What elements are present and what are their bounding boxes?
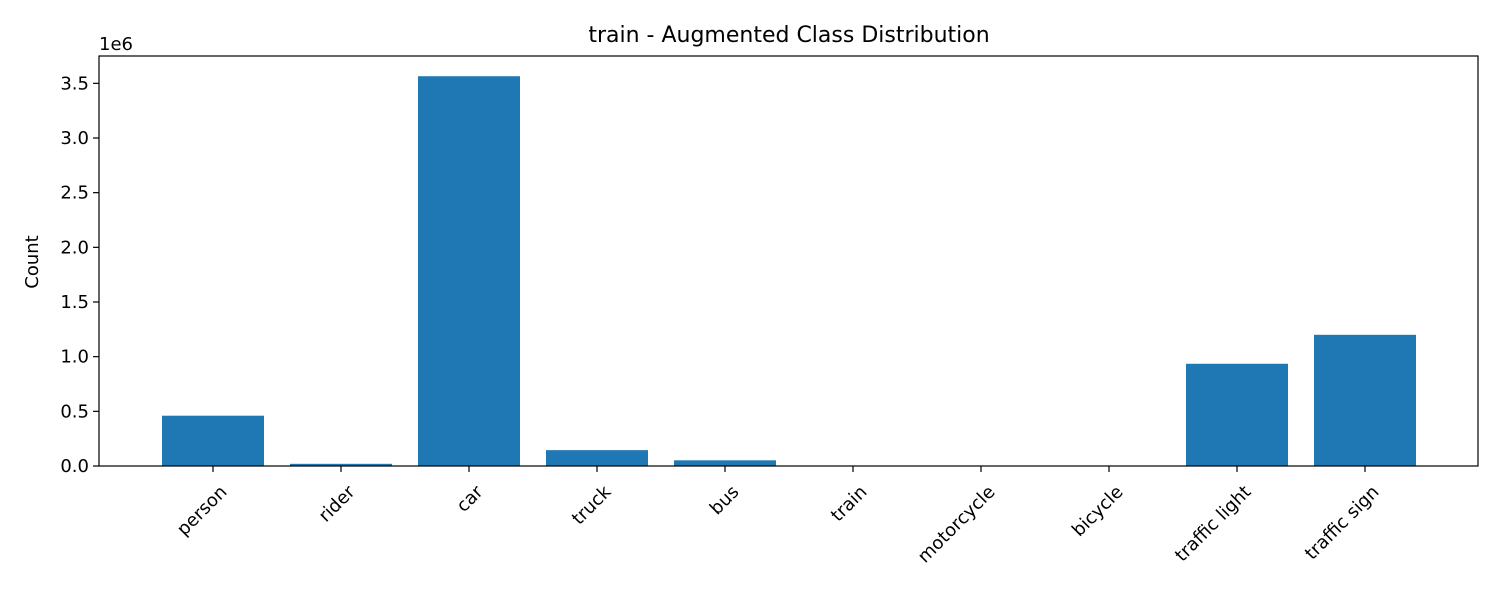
bars <box>162 76 1416 466</box>
y-axis-label: Count <box>22 235 43 288</box>
y-axis-offset-label: 1e6 <box>99 34 133 55</box>
x-tick-label: truck <box>568 481 616 529</box>
y-tick-label: 2.5 <box>60 183 89 204</box>
x-tick-label: traffic light <box>1171 482 1255 566</box>
x-tick-label: person <box>173 482 231 540</box>
bar-traffic-sign <box>1314 334 1416 466</box>
y-tick-label: 2.0 <box>60 237 89 258</box>
bar-person <box>162 415 264 466</box>
bar-truck <box>546 450 648 466</box>
bar-car <box>418 76 520 466</box>
y-tick-label: 0.0 <box>60 456 89 477</box>
x-tick-label: motorcycle <box>914 482 1000 568</box>
x-tick-label: traffic sign <box>1301 482 1384 565</box>
y-axis: 0.0 0.5 1.0 1.5 2.0 2.5 3.0 3.5 <box>60 73 99 477</box>
x-tick-label: bus <box>706 482 744 520</box>
y-tick-label: 3.0 <box>60 128 89 149</box>
plot-frame <box>98 55 1479 467</box>
x-tick-label: rider <box>315 481 360 526</box>
y-tick-label: 3.5 <box>60 73 89 94</box>
x-tick-label: train <box>827 482 871 526</box>
y-tick-label: 1.0 <box>60 347 89 368</box>
x-tick-label: bicycle <box>1068 482 1127 541</box>
chart-title: train - Augmented Class Distribution <box>588 23 989 48</box>
bar-rider <box>290 463 392 466</box>
y-tick-label: 1.5 <box>60 292 89 313</box>
x-tick-label: car <box>453 481 488 516</box>
x-axis: person rider car truck bus train motorcycle bic… <box>173 466 1383 567</box>
bar-bus <box>674 460 776 466</box>
y-tick-label: 0.5 <box>60 401 89 422</box>
bar-traffic-light <box>1186 363 1288 466</box>
